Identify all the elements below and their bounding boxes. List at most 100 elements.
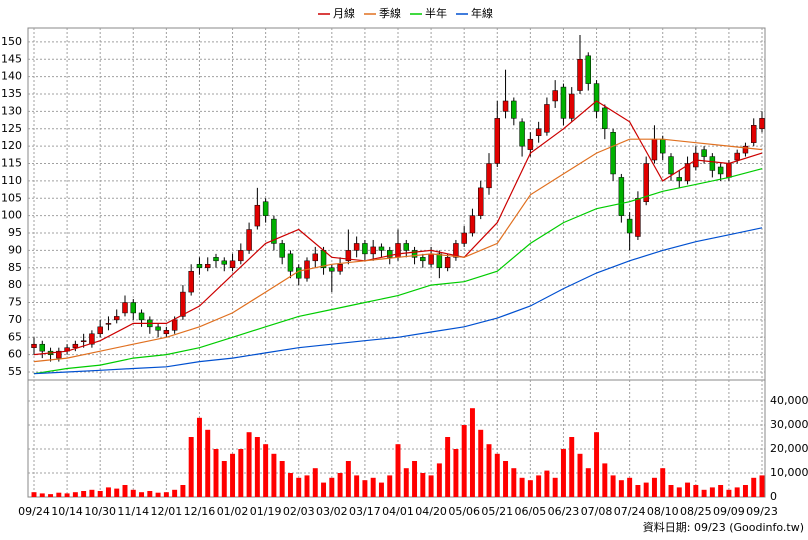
volume-bar <box>180 485 186 497</box>
x-tick-label: 04/20 <box>415 505 447 518</box>
candle-body <box>246 229 252 251</box>
candle-body <box>676 177 683 182</box>
candle-body <box>72 343 79 348</box>
ma-line <box>33 227 763 375</box>
candle-body <box>585 55 592 84</box>
volume-bar <box>39 493 45 497</box>
volume-bar <box>569 437 575 497</box>
candle-body <box>312 253 319 262</box>
candle-body <box>742 145 749 154</box>
y-tick-label: 75 <box>8 296 22 309</box>
legend-label: 月線 <box>333 6 355 20</box>
x-tick-label: 07/24 <box>614 505 646 518</box>
y-tick-label: 70 <box>8 313 22 326</box>
candle-body <box>577 59 583 91</box>
volume-bar <box>321 482 327 497</box>
y-tick-label: 110 <box>1 174 22 187</box>
candle-body <box>113 316 120 321</box>
volume-bar <box>560 449 566 497</box>
candle-body <box>163 330 170 335</box>
candle-body <box>271 218 277 244</box>
volume-bar <box>163 492 169 497</box>
legend-label: 半年 <box>425 6 447 20</box>
volume-bar <box>395 444 401 497</box>
candle-body <box>221 260 228 265</box>
volume-bar <box>759 475 765 497</box>
volume-bar <box>486 444 492 497</box>
y-tick-label: 120 <box>1 139 22 152</box>
volume-bar <box>337 473 343 497</box>
candle-body <box>39 343 46 352</box>
candle-body <box>502 100 509 112</box>
volume-bar <box>577 453 583 497</box>
candle-body <box>428 253 434 265</box>
volume-bar <box>287 473 293 497</box>
volume-tick-label: 10,000 <box>770 466 808 479</box>
volume-bar <box>72 492 78 497</box>
candle-body <box>750 125 757 143</box>
x-tick-label: 05/06 <box>448 505 480 518</box>
volume-bar <box>279 461 285 497</box>
volume-tick-label: 30,000 <box>770 418 808 431</box>
y-tick-label: 60 <box>8 348 22 361</box>
volume-tick-label: 0 <box>770 490 777 503</box>
candle-body <box>469 215 476 234</box>
x-tick-label: 12/16 <box>184 505 216 518</box>
x-tick-label: 06/05 <box>515 505 547 518</box>
volume-bar <box>122 485 128 497</box>
volume-bar <box>685 482 691 497</box>
candle-body <box>213 257 219 262</box>
x-tick-label: 08/25 <box>680 505 712 518</box>
candle-body <box>527 138 534 150</box>
volume-bar <box>552 477 558 497</box>
candle-body <box>279 243 285 258</box>
volume-tick-label: 40,000 <box>770 394 808 407</box>
x-tick-label: 08/10 <box>647 505 679 518</box>
volume-bar <box>403 468 409 497</box>
candle-body <box>684 163 691 182</box>
volume-bar <box>147 491 153 497</box>
volume-bar <box>461 425 467 497</box>
candle-body <box>138 312 145 321</box>
volume-bar <box>329 477 335 497</box>
ma-line <box>33 100 763 356</box>
volume-bar <box>254 437 260 497</box>
x-tick-label: 11/14 <box>117 505 149 518</box>
candle-body <box>204 264 211 269</box>
candle-body <box>436 253 443 269</box>
candle-body <box>287 253 294 272</box>
y-tick-label: 90 <box>8 243 22 256</box>
volume-bar <box>519 477 525 497</box>
y-tick-label: 95 <box>8 226 22 239</box>
volume-bar <box>445 437 451 497</box>
volume-bar <box>594 432 600 497</box>
y-tick-label: 85 <box>8 261 22 274</box>
volume-bar <box>412 461 418 497</box>
volume-bar <box>718 485 724 497</box>
x-tick-label: 10/30 <box>84 505 116 518</box>
candle-body <box>453 243 459 258</box>
volume-bar <box>205 429 211 497</box>
x-tick-label: 10/14 <box>51 505 83 518</box>
candle-body <box>635 198 641 237</box>
volume-bar <box>453 449 459 497</box>
volume-bar <box>105 487 111 497</box>
candle-body <box>552 90 558 102</box>
candle-body <box>643 163 649 202</box>
x-tick-label: 01/02 <box>217 505 249 518</box>
candle-body <box>180 291 186 317</box>
candle-body <box>188 270 194 293</box>
candle-body <box>56 350 62 359</box>
y-tick-label: 140 <box>1 70 22 83</box>
candle-body <box>535 128 542 136</box>
candle-body <box>196 264 203 269</box>
candle-body <box>122 302 128 314</box>
candle-body <box>386 250 393 258</box>
candle-body <box>155 326 161 331</box>
candle-body <box>262 201 269 216</box>
volume-bar <box>97 491 103 497</box>
candle-body <box>511 100 517 119</box>
volume-bar <box>196 417 202 497</box>
volume-bar <box>428 475 434 497</box>
candle-body <box>80 340 87 342</box>
